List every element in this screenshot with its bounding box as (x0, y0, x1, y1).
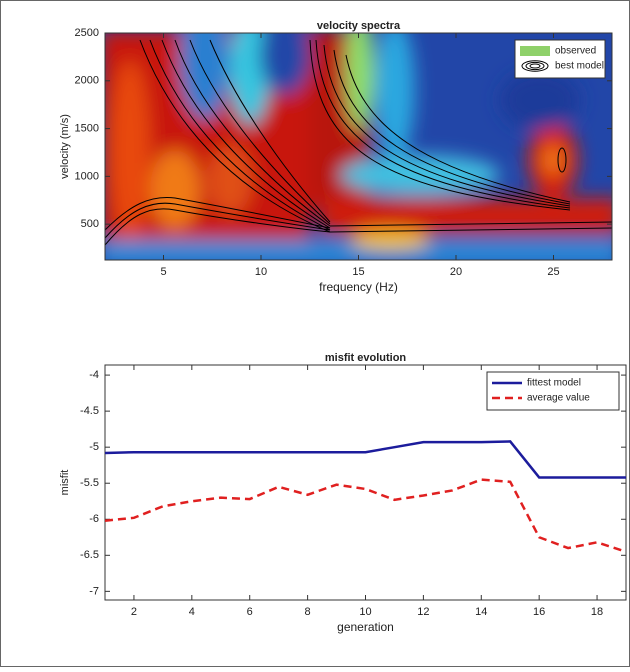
x-tick-label: 14 (475, 606, 487, 618)
x-tick-label: 6 (247, 606, 253, 618)
legend-label: best model (555, 61, 604, 72)
legend-swatch (520, 46, 550, 56)
x-tick-label: 10 (359, 606, 371, 618)
series-line (104, 478, 627, 553)
y-tick-label: -7 (89, 585, 99, 597)
x-tick-label: 15 (352, 266, 364, 278)
y-tick-label: 2500 (75, 27, 99, 39)
y-tick-label: -6.5 (80, 549, 99, 561)
y-tick-label: -4.5 (80, 405, 99, 417)
x-tick-label: 10 (255, 266, 267, 278)
y-tick-label: -4 (89, 369, 99, 381)
y-axis-label: misfit (59, 470, 71, 496)
x-axis-label: generation (337, 620, 394, 634)
legend-box (486, 371, 620, 411)
x-tick-label: 20 (450, 266, 462, 278)
y-tick-label: 500 (81, 218, 99, 230)
y-tick-label: 1000 (75, 170, 99, 182)
x-tick-label: 16 (533, 606, 545, 618)
chart-title: velocity spectra (317, 20, 401, 32)
x-tick-label: 25 (547, 266, 559, 278)
x-tick-label: 5 (160, 266, 166, 278)
x-tick-label: 18 (591, 606, 603, 618)
x-tick-label: 2 (131, 606, 137, 618)
x-tick-label: 12 (417, 606, 429, 618)
y-tick-label: -5 (89, 441, 99, 453)
x-tick-label: 4 (189, 606, 195, 618)
legend-swatch (525, 61, 545, 71)
y-tick-label: -6 (89, 513, 99, 525)
y-tick-label: 2000 (75, 75, 99, 87)
x-tick-label: 8 (305, 606, 311, 618)
chart-title: misfit evolution (325, 352, 407, 364)
legend-label: average value (527, 393, 590, 404)
legend-label: fittest model (527, 378, 581, 389)
y-tick-label: 1500 (75, 122, 99, 134)
x-axis-label: frequency (Hz) (319, 280, 398, 294)
heatmap-image (105, 33, 612, 260)
y-axis-label: velocity (m/s) (59, 114, 71, 179)
legend-swatch (521, 60, 549, 72)
legend-swatch (529, 63, 541, 69)
series-line (104, 440, 626, 479)
y-tick-label: -5.5 (80, 477, 99, 489)
legend-label: observed (555, 46, 596, 57)
